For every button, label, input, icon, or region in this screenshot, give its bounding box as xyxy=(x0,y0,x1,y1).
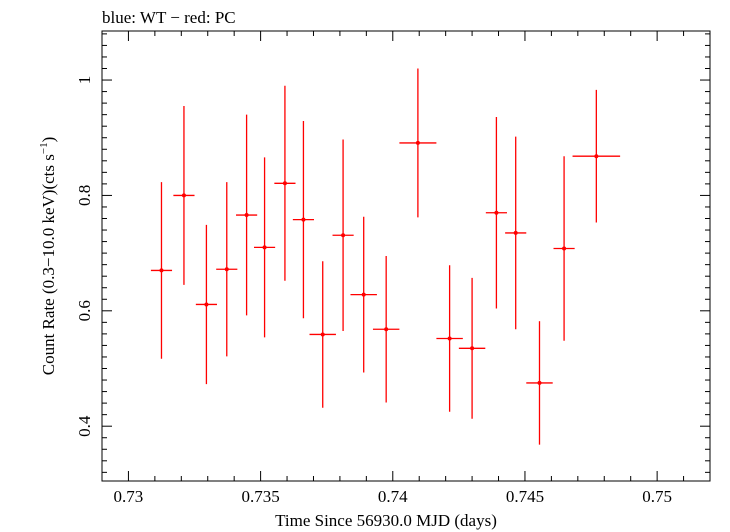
data-point xyxy=(332,139,354,331)
x-tick-label: 0.745 xyxy=(506,487,544,506)
point-marker xyxy=(181,193,186,198)
data-point xyxy=(526,321,553,445)
point-marker xyxy=(537,380,542,385)
point-marker xyxy=(594,154,599,159)
data-point xyxy=(173,106,195,285)
data-point xyxy=(553,156,575,341)
y-tick-label: 0.6 xyxy=(75,300,94,321)
data-point xyxy=(150,182,173,359)
tick-labels: 0.73 0.735 0.74 0.745 0.75 0.4 0.6 0.8 1 xyxy=(75,76,672,506)
point-marker xyxy=(244,213,249,218)
plot-frame xyxy=(101,30,711,482)
data-point xyxy=(350,216,377,373)
x-tick-label: 0.73 xyxy=(114,487,144,506)
y-axis-label-close: ) xyxy=(39,137,58,143)
point-marker xyxy=(204,302,209,307)
point-marker xyxy=(282,181,287,186)
data-point xyxy=(372,256,400,403)
data-point xyxy=(274,85,296,281)
point-marker xyxy=(562,246,567,251)
data-point xyxy=(236,114,258,316)
point-marker xyxy=(301,217,306,222)
y-axis-label-exponent: −1 xyxy=(38,142,50,154)
data-point xyxy=(399,68,437,218)
data-point xyxy=(309,261,336,408)
point-marker xyxy=(320,332,325,337)
point-marker xyxy=(494,210,499,215)
point-marker xyxy=(447,336,452,341)
data-point xyxy=(485,116,507,309)
data-point xyxy=(216,182,238,357)
point-marker xyxy=(159,268,164,273)
data-point xyxy=(572,89,621,223)
point-marker xyxy=(470,346,475,351)
data-series-pc xyxy=(150,68,621,445)
y-axis-label-main: Count Rate (0.3−10.0 keV)(cts s xyxy=(39,154,58,375)
data-point xyxy=(458,277,486,419)
point-marker xyxy=(513,230,518,235)
x-tick-label: 0.75 xyxy=(642,487,672,506)
x-tick-label: 0.735 xyxy=(241,487,279,506)
point-marker xyxy=(361,292,366,297)
point-marker xyxy=(341,233,346,238)
data-point xyxy=(505,136,527,330)
x-tick-label: 0.74 xyxy=(378,487,408,506)
axis-ticks xyxy=(101,31,711,481)
point-marker xyxy=(224,267,229,272)
x-axis-label: Time Since 56930.0 MJD (days) xyxy=(275,511,497,530)
y-tick-label: 1 xyxy=(75,76,94,85)
point-marker xyxy=(384,327,389,332)
data-point xyxy=(292,121,315,319)
data-point xyxy=(195,224,217,385)
data-point xyxy=(254,157,276,338)
point-marker xyxy=(415,140,420,145)
point-marker xyxy=(262,245,267,250)
y-tick-label: 0.8 xyxy=(75,185,94,206)
y-tick-label: 0.4 xyxy=(75,415,94,437)
data-point xyxy=(436,265,463,412)
y-axis-label: Count Rate (0.3−10.0 keV)(cts s−1) xyxy=(38,137,58,376)
chart-title: blue: WT − red: PC xyxy=(102,8,236,27)
